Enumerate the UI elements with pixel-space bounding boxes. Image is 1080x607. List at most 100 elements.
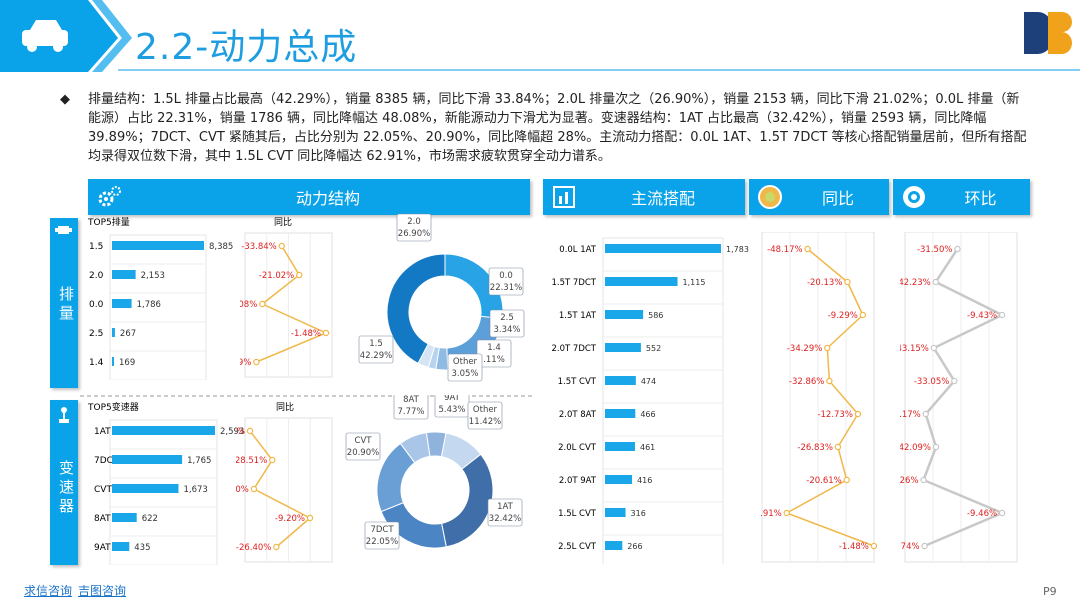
slice-label-box: [467, 401, 503, 430]
data-point: [322, 329, 330, 337]
category-label: 1.5T 7DCT: [552, 278, 597, 288]
data-point: [870, 542, 878, 550]
plot-frame: [109, 234, 207, 380]
category-label: 1.5T CVT: [558, 377, 597, 387]
data-label: -42.23%: [900, 278, 931, 288]
slice-name: Other: [453, 357, 478, 367]
transmission-yoy-chart: 同比 -39.89% -28.51% -37.90% -9.20% -26.40%: [236, 401, 333, 563]
intro-paragraph: 排量结构：1.5L 排量占比最高（42.29%），销量 8385 辆，同比下滑 …: [88, 92, 1027, 164]
displacement-donut: 2.0 26.90% 0.0 22.31% 2.5 3.34% 1.4 .11% Other 3.…: [358, 213, 525, 382]
bar: [112, 426, 215, 435]
section-powertrain: 动力结构: [88, 179, 530, 215]
data-label: 552: [646, 344, 661, 353]
slice-value: 22.05%: [366, 537, 398, 547]
data-point: [920, 476, 927, 484]
slice-name: CVT: [355, 436, 373, 446]
category-label: 2.0T 7DCT: [552, 344, 597, 354]
data-label: -1.48%: [839, 542, 869, 552]
category-label: 9AT: [94, 543, 111, 553]
data-point: [259, 300, 266, 308]
category-label: 1.5: [89, 242, 103, 252]
slice-label-box: [396, 213, 432, 242]
category-label: 1AT: [94, 427, 111, 437]
data-label: 466: [640, 410, 655, 419]
bar: [112, 542, 130, 551]
bar: [112, 270, 136, 279]
data-label: -47.17%: [900, 410, 921, 420]
section-yoy: 同比: [749, 179, 889, 215]
category-label: 0.0: [89, 300, 104, 310]
category-label: 8AT: [94, 514, 111, 524]
data-point: [296, 271, 303, 279]
data-point: [859, 311, 867, 319]
bar: [605, 376, 636, 385]
data-label: -9.20%: [275, 514, 305, 524]
footer-link-2[interactable]: 吉图咨询: [78, 584, 127, 598]
data-point: [824, 344, 831, 352]
data-label: -1.48%: [291, 329, 321, 339]
data-point: [951, 377, 958, 385]
data-label: -33.84%: [241, 242, 276, 252]
slice-label-box: [488, 267, 524, 296]
bar: [112, 357, 114, 366]
bar: [112, 513, 137, 522]
chart-title: TOP5变速器: [87, 401, 139, 413]
slice-value: 3.05%: [451, 369, 478, 379]
section-powertrain-label: 动力结构: [295, 189, 360, 208]
bullet-icon: ◆: [60, 92, 70, 107]
bar: [112, 328, 115, 337]
data-point: [998, 311, 1006, 319]
slice-name: 9AT: [444, 395, 461, 403]
data-label: -31.50%: [917, 245, 952, 255]
bar: [605, 508, 626, 517]
data-label: -26.83%: [797, 443, 832, 453]
chart-title: TOP5排量: [87, 216, 130, 228]
engine-icon: [55, 226, 72, 234]
slice-value: .11%: [483, 355, 505, 365]
data-label: -43.15%: [900, 344, 929, 354]
pie-slice: [399, 432, 431, 464]
data-point: [826, 377, 833, 385]
category-label: 1.5L CVT: [558, 509, 597, 519]
data-label: -37.90%: [236, 485, 249, 495]
transmission-bar-chart: TOP5变速器 1AT 2,593 7DCT 1,765 CVT 1,673 8AT 622 9A…: [87, 401, 244, 565]
data-label: 266: [627, 542, 642, 551]
category-label: 7DCT: [94, 456, 119, 466]
data-point: [844, 278, 851, 286]
category-label: CVT: [94, 485, 112, 495]
slice-value: 26.90%: [398, 229, 430, 239]
data-point: [932, 443, 940, 451]
data-label: -21.02%: [259, 271, 294, 281]
slice-value: 22.31%: [490, 283, 522, 293]
data-point: [921, 542, 928, 550]
bar: [605, 310, 644, 319]
data-label: 586: [648, 311, 663, 320]
category-label: 1.5T 1AT: [559, 311, 597, 321]
slice-value: 3.34%: [493, 325, 520, 335]
brand-logo-icon: [1024, 12, 1072, 54]
data-label: -26.40%: [236, 543, 271, 553]
data-label: -52.39%: [240, 358, 251, 368]
data-label: 169: [119, 358, 135, 368]
bar: [605, 475, 633, 484]
page-title: 2.2-动力总成: [135, 27, 358, 68]
data-label: -28.51%: [236, 456, 267, 466]
slice-label-box: [447, 353, 483, 382]
footer-link-1[interactable]: 求信咨询: [24, 584, 73, 598]
gear-shift-icon: [59, 407, 69, 423]
data-point: [930, 344, 938, 352]
data-label: -42.09%: [900, 443, 931, 453]
slice-name: 2.5: [500, 313, 514, 323]
slice-label-box: [489, 309, 525, 338]
bar: [605, 244, 721, 253]
slice-label-box: [393, 395, 429, 420]
data-label: 267: [120, 329, 136, 339]
slice-value: 42.29%: [360, 351, 392, 361]
data-point: [998, 509, 1006, 517]
slice-name: 8AT: [403, 395, 420, 405]
data-label: 435: [134, 543, 150, 553]
bar: [112, 241, 204, 250]
slice-label-box: [487, 498, 523, 527]
section-combo: 主流搭配: [543, 179, 745, 215]
yoy-badge-icon: [753, 180, 787, 214]
